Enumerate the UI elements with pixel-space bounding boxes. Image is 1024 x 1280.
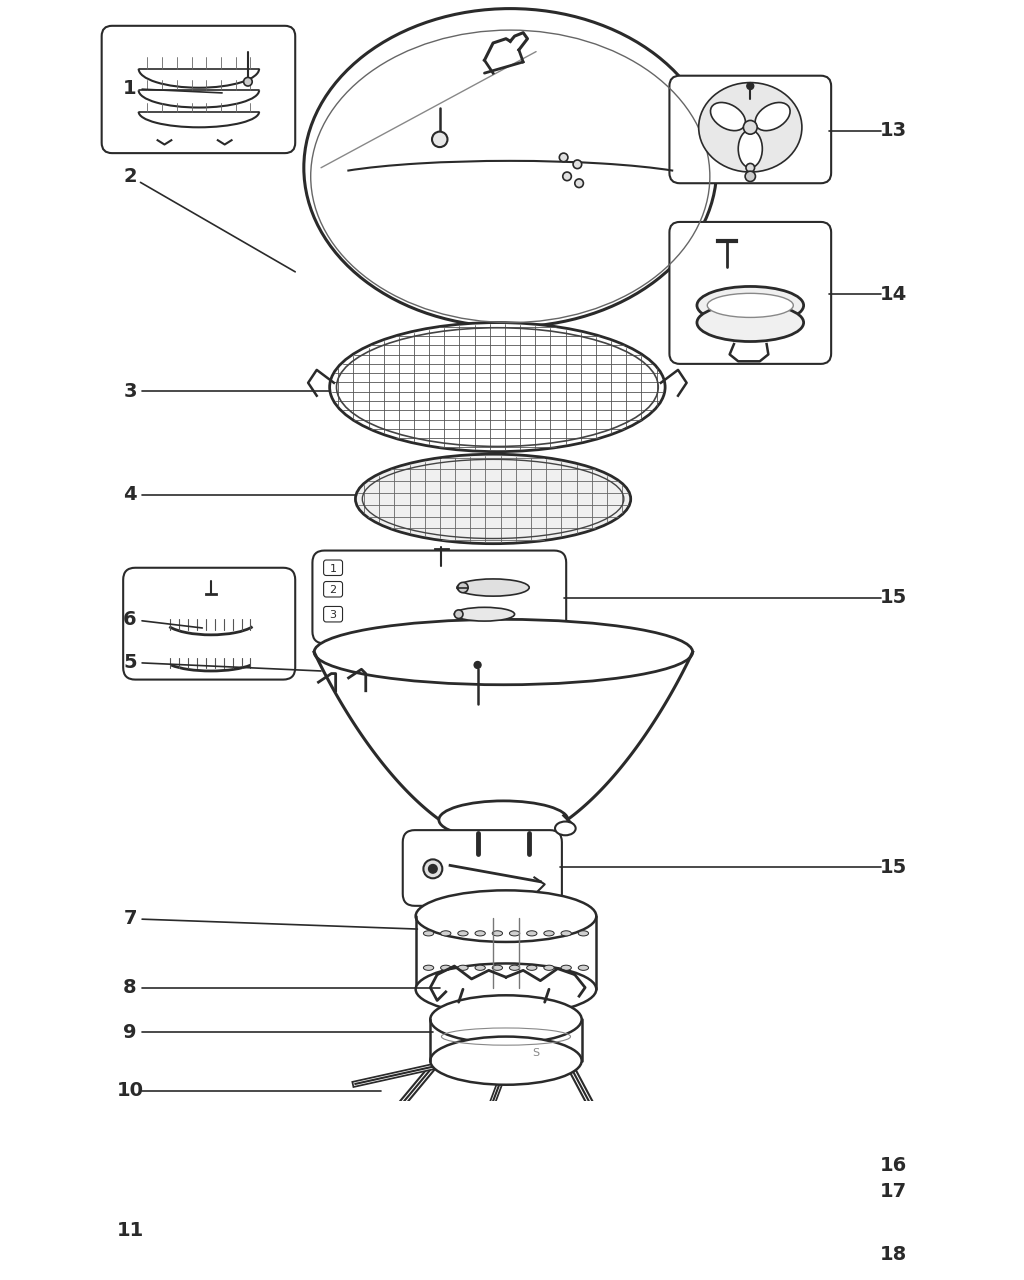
Ellipse shape — [579, 931, 589, 936]
Circle shape — [429, 864, 437, 873]
Text: 17: 17 — [880, 1181, 906, 1201]
Ellipse shape — [561, 931, 571, 936]
Ellipse shape — [416, 891, 596, 942]
Ellipse shape — [697, 287, 804, 324]
Ellipse shape — [455, 607, 515, 621]
Ellipse shape — [555, 822, 575, 836]
Circle shape — [432, 132, 447, 147]
Text: 5: 5 — [123, 653, 137, 672]
Circle shape — [574, 179, 584, 188]
Ellipse shape — [355, 454, 631, 544]
Ellipse shape — [304, 9, 717, 326]
Ellipse shape — [755, 102, 791, 131]
Text: 6: 6 — [123, 609, 137, 628]
Ellipse shape — [579, 965, 589, 970]
Ellipse shape — [423, 931, 434, 936]
Text: 7: 7 — [123, 909, 137, 928]
Ellipse shape — [493, 931, 503, 936]
Ellipse shape — [711, 102, 745, 131]
Text: 3: 3 — [330, 611, 337, 620]
Text: 1: 1 — [330, 563, 337, 573]
Text: 14: 14 — [880, 284, 906, 303]
Ellipse shape — [475, 931, 485, 936]
FancyBboxPatch shape — [402, 831, 562, 906]
Text: 18: 18 — [880, 1244, 906, 1263]
Text: 9: 9 — [123, 1023, 137, 1042]
Ellipse shape — [440, 965, 451, 970]
Circle shape — [563, 172, 571, 180]
Ellipse shape — [509, 931, 520, 936]
Text: 4: 4 — [123, 485, 137, 504]
Circle shape — [230, 1135, 348, 1253]
Text: 2: 2 — [123, 166, 137, 186]
Circle shape — [769, 1181, 778, 1189]
Text: 1: 1 — [123, 79, 137, 99]
Ellipse shape — [314, 620, 692, 685]
Ellipse shape — [509, 965, 520, 970]
Circle shape — [244, 77, 252, 86]
Ellipse shape — [416, 964, 596, 1015]
FancyBboxPatch shape — [324, 581, 343, 596]
Text: 15: 15 — [880, 589, 906, 608]
Circle shape — [455, 609, 463, 618]
Circle shape — [219, 1189, 228, 1198]
Text: 8: 8 — [123, 978, 137, 997]
Text: 15: 15 — [880, 858, 906, 877]
Ellipse shape — [544, 931, 554, 936]
Text: 11: 11 — [117, 1221, 143, 1239]
Text: S: S — [531, 1047, 539, 1057]
Circle shape — [283, 1187, 296, 1201]
Ellipse shape — [458, 965, 468, 970]
FancyBboxPatch shape — [312, 550, 566, 644]
Ellipse shape — [708, 293, 794, 317]
Ellipse shape — [697, 303, 804, 342]
Text: 10: 10 — [117, 1082, 143, 1101]
Ellipse shape — [430, 996, 582, 1043]
Text: 13: 13 — [880, 122, 906, 141]
FancyBboxPatch shape — [324, 607, 343, 622]
FancyBboxPatch shape — [670, 221, 831, 364]
Ellipse shape — [457, 579, 529, 596]
Ellipse shape — [544, 965, 554, 970]
Ellipse shape — [458, 931, 468, 936]
Ellipse shape — [561, 965, 571, 970]
Circle shape — [245, 1149, 334, 1239]
Circle shape — [745, 164, 755, 172]
Ellipse shape — [423, 965, 434, 970]
Text: 16: 16 — [880, 1156, 906, 1175]
Ellipse shape — [440, 931, 451, 936]
Circle shape — [458, 582, 468, 593]
FancyBboxPatch shape — [101, 26, 295, 154]
Circle shape — [746, 83, 754, 90]
Text: 3: 3 — [123, 381, 137, 401]
FancyBboxPatch shape — [123, 568, 295, 680]
Text: 2: 2 — [330, 585, 337, 595]
Circle shape — [474, 662, 481, 668]
Ellipse shape — [330, 323, 666, 452]
Ellipse shape — [698, 83, 802, 172]
Circle shape — [423, 859, 442, 878]
Circle shape — [692, 1178, 708, 1193]
Circle shape — [573, 160, 582, 169]
Ellipse shape — [738, 129, 762, 168]
Ellipse shape — [526, 965, 537, 970]
Circle shape — [648, 1134, 752, 1236]
Ellipse shape — [430, 1037, 582, 1084]
Ellipse shape — [475, 965, 485, 970]
Circle shape — [633, 1119, 767, 1253]
Ellipse shape — [439, 801, 568, 838]
FancyBboxPatch shape — [324, 561, 343, 576]
FancyBboxPatch shape — [670, 76, 831, 183]
Ellipse shape — [493, 965, 503, 970]
Ellipse shape — [526, 931, 537, 936]
Circle shape — [559, 154, 568, 161]
Circle shape — [743, 120, 757, 134]
Circle shape — [745, 172, 756, 182]
